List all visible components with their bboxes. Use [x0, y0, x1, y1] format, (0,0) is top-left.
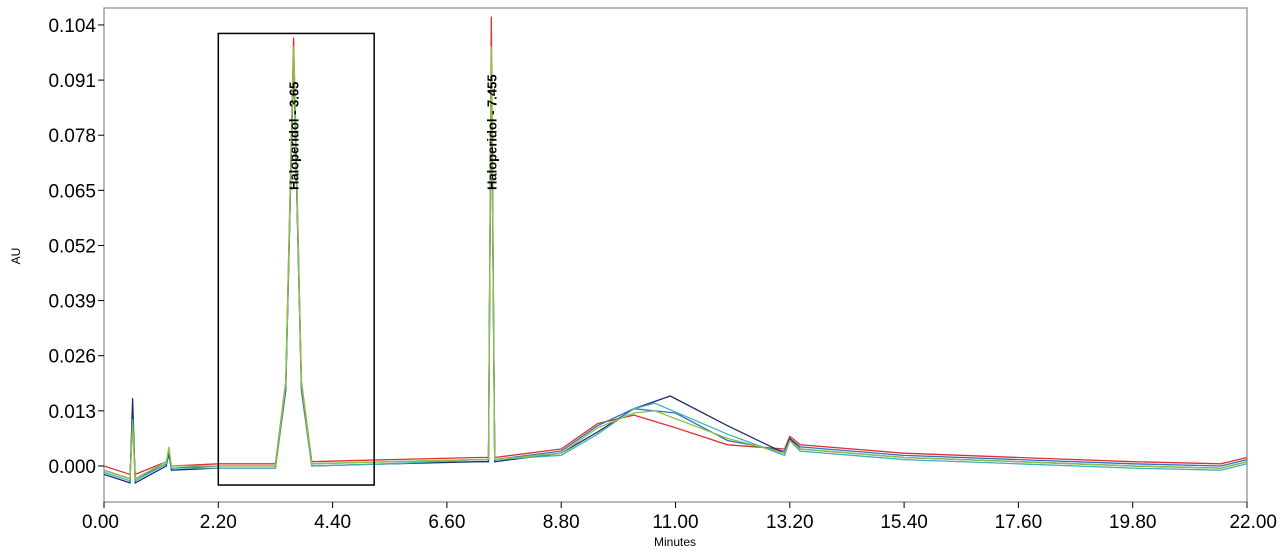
y-tick-label: 0.026 — [48, 347, 96, 368]
y-tick-label: 0.013 — [48, 402, 96, 423]
x-tick-label: 4.40 — [314, 512, 351, 533]
peak-label-2: Haloperidol - 7.455 — [484, 74, 499, 190]
y-tick-label: 0.000 — [48, 457, 96, 478]
x-tick-label: 17.60 — [995, 512, 1043, 533]
x-axis: 0.00 2.20 4.40 6.60 8.80 11.00 13.20 15.40 17.60… — [82, 502, 1277, 533]
trace-line-1 — [103, 16, 1248, 476]
y-tick-label: 0.104 — [48, 16, 96, 37]
x-axis-title: Minutes — [654, 535, 696, 549]
trace-line-5 — [103, 46, 1248, 480]
y-tick-label: 0.078 — [48, 126, 96, 147]
trace-line-2 — [103, 54, 1248, 480]
peak-labels: Haloperidol - 3.65 Haloperidol - 7.455 — [287, 74, 500, 190]
x-tick-label: 22.00 — [1229, 512, 1277, 533]
chromatogram-traces — [103, 16, 1248, 484]
x-tick-label: 19.80 — [1109, 512, 1157, 533]
peak-label-1: Haloperidol - 3.65 — [287, 82, 302, 190]
y-tick-label: 0.091 — [48, 71, 96, 92]
x-tick-label: 8.80 — [543, 512, 580, 533]
x-tick-label: 2.20 — [200, 512, 237, 533]
x-tick-label: 13.20 — [766, 512, 814, 533]
trace-line-4 — [103, 50, 1248, 482]
y-tick-label: 0.052 — [48, 236, 96, 257]
highlight-box — [217, 32, 375, 486]
y-tick-label: 0.065 — [48, 181, 96, 202]
y-tick-label: 0.039 — [48, 292, 96, 313]
x-tick-label: 15.40 — [880, 512, 928, 533]
y-axis: 0.000 0.013 0.026 0.039 0.052 0.065 0.078 0.091… — [48, 16, 104, 478]
x-tick-label: 11.00 — [652, 512, 698, 533]
highlight-region — [217, 32, 375, 486]
x-tick-label: 6.60 — [428, 512, 465, 533]
y-axis-title: AU — [9, 248, 23, 265]
x-tick-label: 0.00 — [82, 512, 119, 533]
